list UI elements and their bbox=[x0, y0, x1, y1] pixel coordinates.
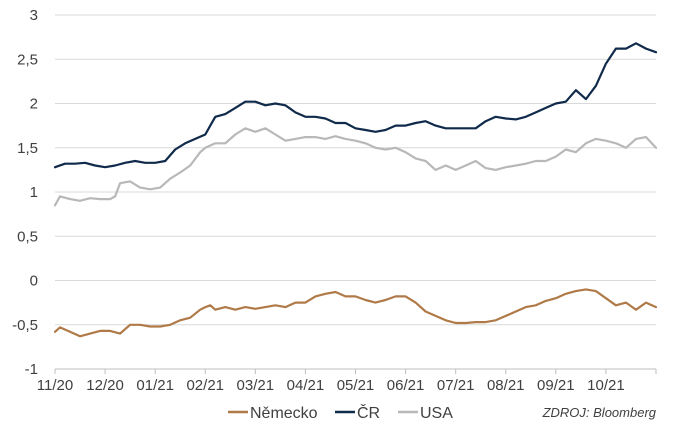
y-tick-label: 2 bbox=[30, 96, 38, 113]
x-tick-label: 05/21 bbox=[337, 377, 375, 394]
x-tick-label: 11/20 bbox=[37, 377, 73, 394]
series-lines bbox=[53, 42, 658, 338]
series-line-usa bbox=[53, 127, 658, 207]
x-tick-label: 09/21 bbox=[537, 377, 575, 394]
source-note: ZDROJ: Bloomberg bbox=[542, 405, 657, 420]
y-tick-label: 1 bbox=[30, 184, 38, 201]
x-tick-label: 01/21 bbox=[136, 377, 174, 394]
x-tick-label: 10/21 bbox=[587, 377, 625, 394]
legend-label: Německo bbox=[250, 405, 318, 422]
x-tick-label: 12/20 bbox=[86, 377, 124, 394]
x-tick-label: 04/21 bbox=[287, 377, 325, 394]
x-tick-label: 08/21 bbox=[487, 377, 525, 394]
series-line--r bbox=[53, 42, 658, 169]
x-tick-label: 02/21 bbox=[186, 377, 224, 394]
y-tick-label: 0 bbox=[30, 273, 38, 290]
y-axis-tick-labels: 3 2,5 2 1,5 1 0,5 0 -0,5 -1 bbox=[12, 7, 38, 378]
x-tick-label: 06/21 bbox=[387, 377, 425, 394]
gridlines bbox=[55, 14, 656, 370]
y-tick-label: 1,5 bbox=[17, 140, 38, 157]
legend-label: USA bbox=[420, 405, 453, 422]
legend: Německo ČR USA bbox=[228, 403, 453, 422]
y-tick-label: 0,5 bbox=[17, 228, 38, 245]
x-tick-label: 07/21 bbox=[437, 377, 475, 394]
legend-label: ČR bbox=[357, 403, 380, 422]
x-tick-label: 03/21 bbox=[237, 377, 275, 394]
y-tick-label: -0,5 bbox=[12, 317, 38, 334]
x-axis: 11/20 12/20 01/21 02/21 03/21 04/21 05/21 06/21… bbox=[37, 368, 657, 394]
y-tick-label: 2,5 bbox=[17, 51, 38, 68]
y-tick-label: 3 bbox=[30, 7, 38, 24]
series-line-n-mecko bbox=[53, 288, 658, 338]
y-tick-label: -1 bbox=[25, 361, 38, 378]
